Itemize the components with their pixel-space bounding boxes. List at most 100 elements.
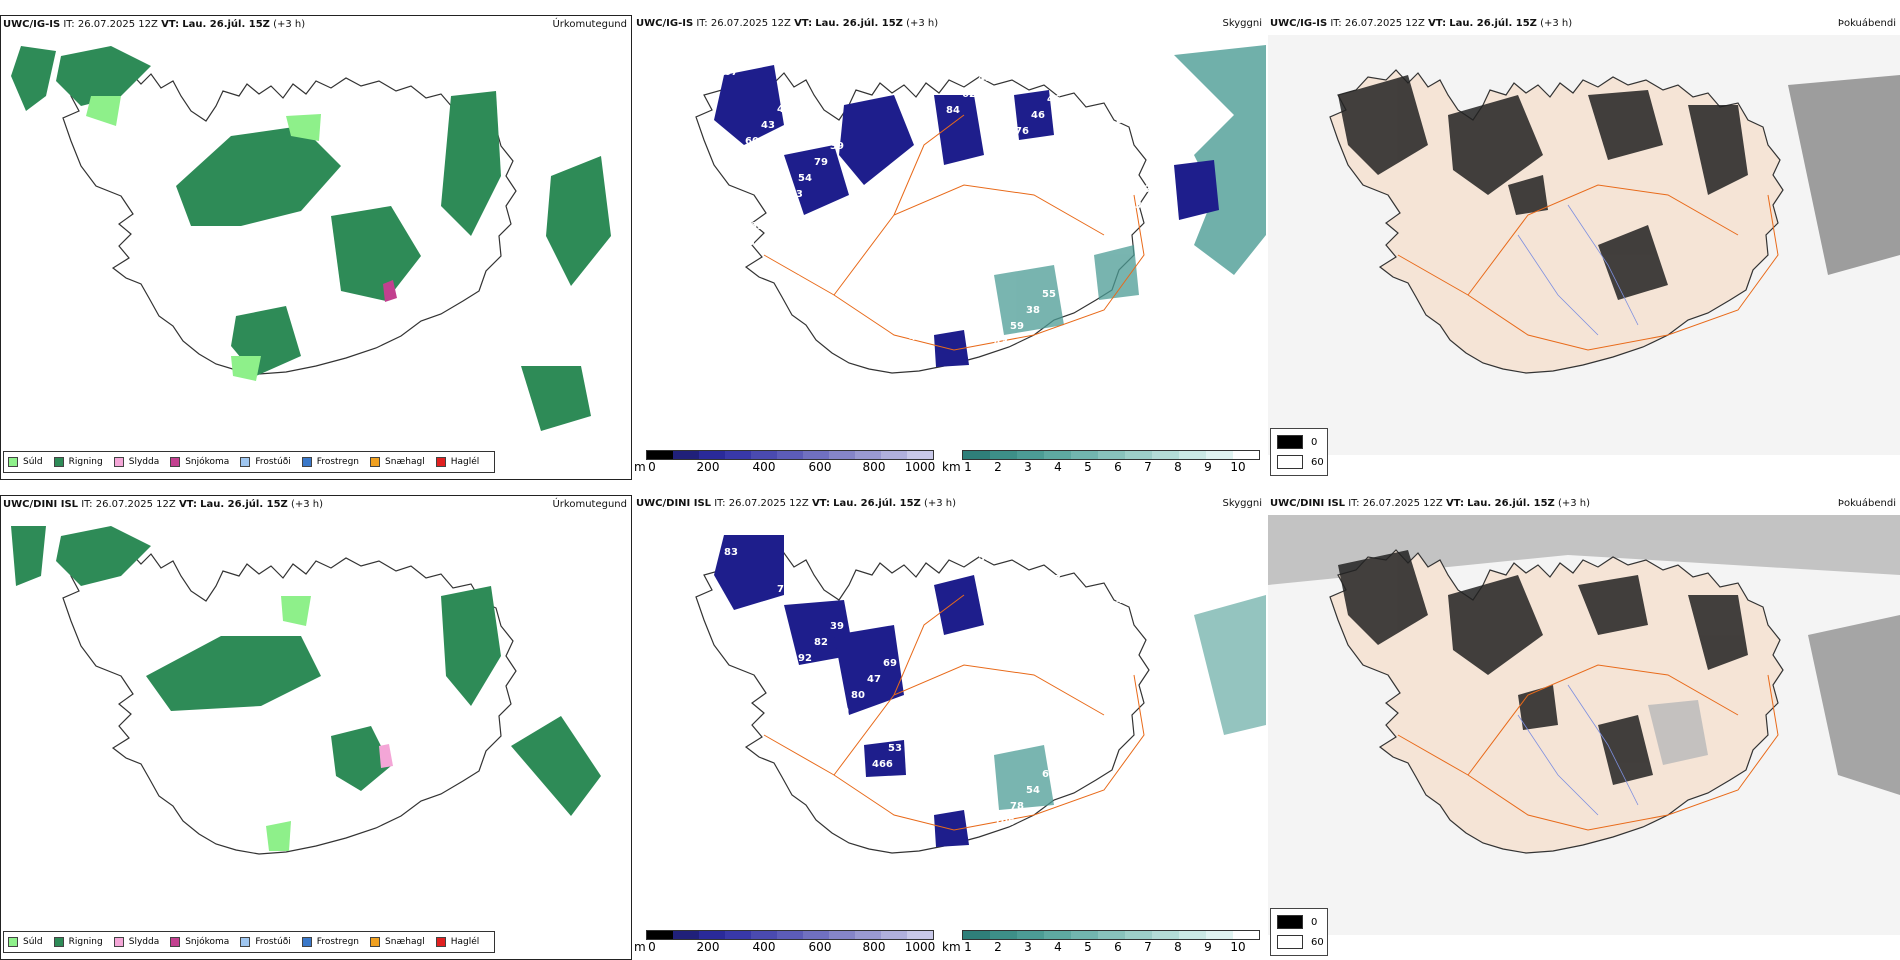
cloud-base-label: 46	[1047, 94, 1061, 105]
cloud-base-label: 69	[883, 658, 897, 669]
cloud-base-label: 48	[1153, 648, 1167, 659]
fog-legend-top: 0 60	[1270, 428, 1328, 476]
cloud-base-label: 64	[888, 263, 902, 274]
cloud-base-label: 46	[973, 268, 987, 279]
cloud-base-label: 56	[766, 205, 780, 216]
cloud-base-label: 54	[1026, 785, 1040, 796]
roads	[1397, 664, 1779, 831]
cloud-base-label: 83	[724, 547, 738, 558]
cloud-base-label: 36	[973, 748, 987, 759]
precip-panel-top: UWC/IG-IS IT: 26.07.2025 12Z VT: Lau. 26…	[0, 15, 632, 480]
cloud-base-label: 58	[729, 632, 743, 643]
cloud-base-label: 43	[994, 337, 1008, 348]
cloud-base-label: 76	[1100, 611, 1114, 622]
precip-map	[11, 526, 601, 855]
panel-label: Skyggni	[1222, 498, 1262, 509]
cloud-base-label: 355	[957, 764, 978, 775]
cloud-base-label: 32	[766, 685, 780, 696]
fog-legend-bottom: 0 60	[1270, 908, 1328, 956]
cloud-base-label: 73	[777, 584, 791, 595]
cloud-base-label: 70	[819, 242, 833, 253]
cloud-base-label: 09	[893, 68, 907, 79]
fog-panel-top: UWC/IG-IS IT: 26.07.2025 12Z VT: Lau. 26…	[1268, 15, 1900, 480]
cloud-base-label: 356	[1132, 579, 1153, 590]
cloud-base-label: 89	[787, 274, 801, 285]
cloud-base-label: 55	[1042, 289, 1056, 300]
cloud-base-label: 66	[761, 600, 775, 611]
cloud-base-label: 88	[872, 279, 886, 290]
ceiling-colorbar: m 0 200 400 600 800 1000	[634, 930, 935, 954]
cloud-map: 83 73 39 69 132 55 68 72 56 66 82 47 52 36 54 66 356 53 92…	[695, 535, 1266, 854]
fog-areas	[1338, 550, 1748, 785]
cloud-base-label: 63	[782, 669, 796, 680]
cloud-base-label: 123	[734, 237, 755, 248]
cloud-areas	[714, 535, 984, 847]
rain-areas	[11, 526, 601, 816]
cloud-base-label: 83	[1116, 115, 1130, 126]
cloud-base-label: 63	[750, 221, 764, 232]
panel-label: Skyggni	[1222, 18, 1262, 29]
cloud-base-label: 69	[883, 178, 897, 189]
cloud-base-label: 52	[920, 711, 934, 722]
cloud-base-label: 84	[946, 105, 960, 116]
cloud-base-label: 345	[904, 727, 925, 738]
roads	[1397, 184, 1779, 351]
cloud-map: 67 48 39 69 47 156 55 62 55 43 79 41 39 46 38 50 67 60 54 9…	[695, 45, 1266, 374]
cloud-base-label: 88	[1068, 163, 1082, 174]
snow-area	[383, 280, 397, 302]
cloud-base-label: 509	[978, 553, 999, 564]
cloud-base-label: 48	[777, 104, 791, 115]
precip-map	[11, 46, 611, 431]
cloud-base-label: 113	[1121, 200, 1142, 211]
cloud-base-label: 39	[830, 141, 844, 152]
cloud-base-label: 60	[999, 142, 1013, 153]
cloud-base-label: 48	[925, 316, 939, 327]
cloud-base-labels: 83 73 39 69 132 55 68 72 56 66 82 47 52 36 54 66 356 53 92…	[724, 547, 1167, 833]
cloud-base-label: 67	[1132, 99, 1146, 110]
visibility-colorbar: km 1 2 3 4 5 6 7 8 9 10	[942, 450, 1262, 474]
cloud-base-label: 43	[761, 120, 775, 131]
cloud-base-label: 78	[1010, 801, 1024, 812]
cloud-base-label: 156	[989, 252, 1010, 263]
precip-panel-bottom: UWC/DINI ISL IT: 26.07.2025 12Z VT: Lau.…	[0, 495, 632, 960]
cloud-base-label: 60	[835, 706, 849, 717]
cloud-base-label: 79	[814, 157, 828, 168]
rain-areas	[11, 46, 611, 431]
cloud-base-label: 35	[941, 300, 955, 311]
cloud-base-label: 270	[1031, 590, 1052, 601]
cloud-base-label: 46	[909, 332, 923, 343]
roads	[763, 114, 1145, 351]
panel-label: Úrkomutegund	[552, 499, 627, 510]
cloud-base-label: 82	[814, 637, 828, 648]
cloud-base-label: 466	[872, 759, 893, 770]
cloud-base-label: 88	[1052, 179, 1066, 190]
panel-label: Þokuábendi	[1837, 18, 1896, 29]
rivers	[1517, 204, 1639, 336]
cloud-base-label: 72	[1095, 806, 1109, 817]
sleet-area	[379, 744, 393, 768]
cloud-base-label: 44	[941, 780, 955, 791]
cloud-areas	[714, 65, 1219, 367]
panel-label: Þokuábendi	[1837, 498, 1896, 509]
cloud-base-label: 56	[1148, 563, 1162, 574]
cloud-base-label: 41	[867, 194, 881, 205]
cloud-base-label: 57	[957, 284, 971, 295]
cloud-base-label: 50	[1079, 342, 1093, 353]
cloud-base-label: 68	[1042, 769, 1056, 780]
cloud-base-label: 67	[724, 67, 738, 78]
cloud-base-label: 76	[1015, 126, 1029, 137]
drizzle-areas	[86, 96, 321, 381]
cloud-base-labels: 67 48 39 69 47 156 55 62 55 43 79 41 39 46 38 50 67 60 54 9…	[724, 67, 1167, 353]
cloud-base-label: 92	[798, 653, 812, 664]
panel-title: UWC/DINI ISL IT: 26.07.2025 12Z VT: Lau.…	[1270, 498, 1591, 509]
cloud-base-label: 59	[1010, 321, 1024, 332]
visibility-colorbar: km 1 2 3 4 5 6 7 8 9 10	[942, 930, 1262, 954]
rivers	[1517, 684, 1639, 816]
cloud-base-label: 95	[840, 311, 854, 322]
precip-legend-top: Súld Rigning Slydda Snjókoma Frostúði Fr…	[3, 451, 496, 473]
fog-areas	[1338, 75, 1748, 300]
panel-title: UWC/IG-IS IT: 26.07.2025 12Z VT: Lau. 26…	[3, 19, 306, 30]
cloud-base-label: 47	[867, 674, 881, 685]
cloud-panel-top: UWC/IG-IS IT: 26.07.2025 12Z VT: Lau. 26…	[634, 15, 1266, 480]
cloud-base-label: 55	[856, 295, 870, 306]
